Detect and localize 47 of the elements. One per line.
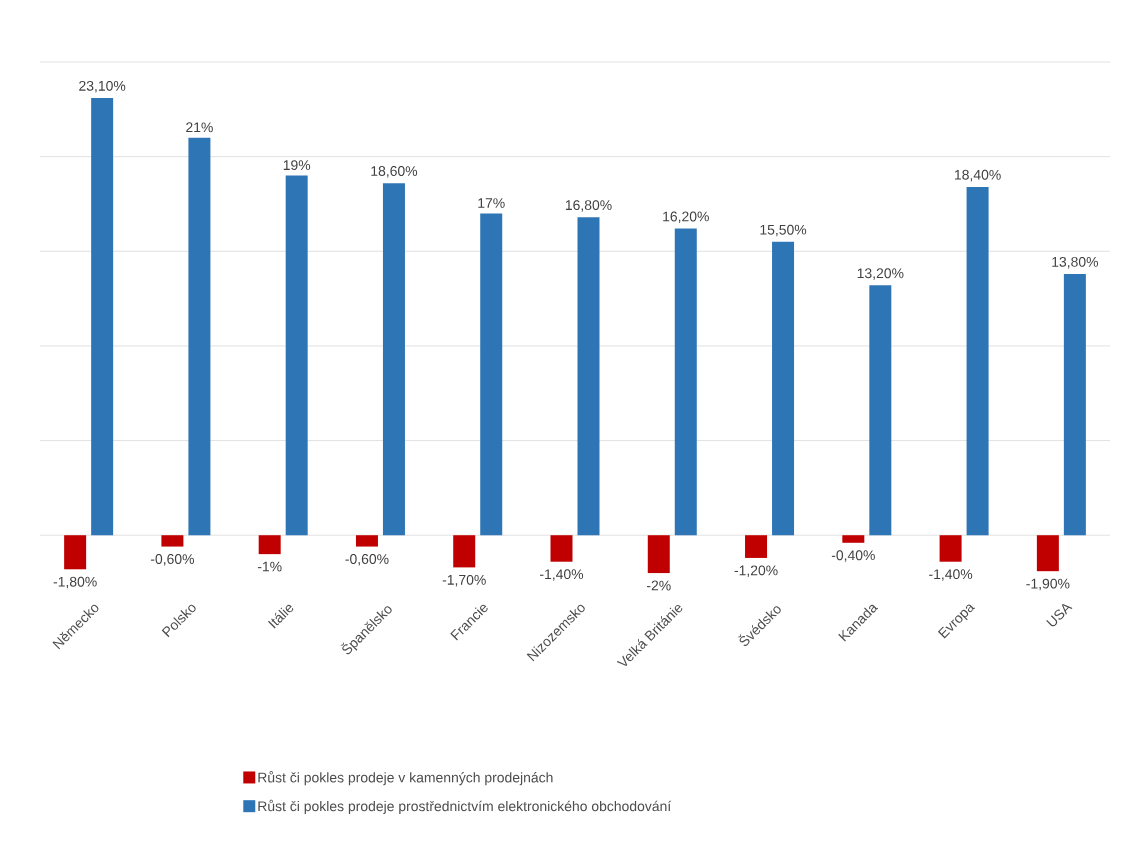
bar <box>550 535 573 562</box>
data-label: -1,20% <box>734 565 778 577</box>
data-label: 18,60% <box>371 166 418 178</box>
bar <box>382 183 405 536</box>
data-label: 17% <box>478 198 505 208</box>
bar <box>285 175 308 536</box>
data-label: -1,70% <box>442 574 486 587</box>
data-label: -1,80% <box>53 576 97 589</box>
data-label: 13,80% <box>1052 256 1099 269</box>
data-label: 16,20% <box>663 211 709 224</box>
data-label: 18,40% <box>955 169 1001 182</box>
bar <box>966 186 989 536</box>
data-label: -1,40% <box>540 569 584 581</box>
bar <box>1036 535 1059 572</box>
bar <box>480 213 503 536</box>
bar <box>647 535 670 574</box>
data-label: 13,20% <box>857 268 904 280</box>
bar <box>188 137 211 536</box>
bar <box>1063 274 1086 536</box>
data-label: 19% <box>283 160 311 171</box>
data-label: 21% <box>186 122 213 133</box>
bar <box>91 97 114 536</box>
bar <box>355 535 378 547</box>
data-label: -0,60% <box>150 554 195 566</box>
data-label: -0,60% <box>345 554 389 566</box>
bar <box>842 535 865 543</box>
data-label: -1,40% <box>929 569 973 581</box>
data-label: 16,80% <box>565 200 612 212</box>
bar <box>161 535 184 547</box>
bar <box>453 535 476 568</box>
data-label: -1% <box>257 561 282 572</box>
data-label: -2% <box>647 580 671 591</box>
bar <box>745 535 768 558</box>
bar <box>258 535 281 555</box>
data-label: -1,90% <box>1026 578 1070 591</box>
data-label: 23,10% <box>79 80 126 93</box>
data-label: 15,50% <box>760 224 807 237</box>
bar <box>869 285 892 536</box>
bar <box>64 535 87 570</box>
data-label: -0,40% <box>831 550 875 562</box>
bar <box>577 217 600 536</box>
bar <box>674 228 697 536</box>
x-tick-label: USA <box>1046 604 1073 627</box>
bar <box>772 241 795 536</box>
legend-label: Růst či pokles prodeje prostřednictvím elektronického obchodování <box>258 799 672 814</box>
bar <box>939 535 962 562</box>
legend-label: Růst či pokles prodeje v kamenných prodejnách <box>258 771 553 786</box>
